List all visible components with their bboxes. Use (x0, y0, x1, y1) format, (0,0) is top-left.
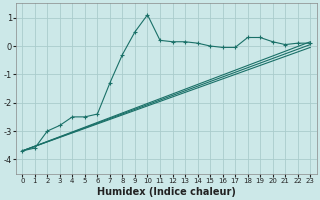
X-axis label: Humidex (Indice chaleur): Humidex (Indice chaleur) (97, 187, 236, 197)
